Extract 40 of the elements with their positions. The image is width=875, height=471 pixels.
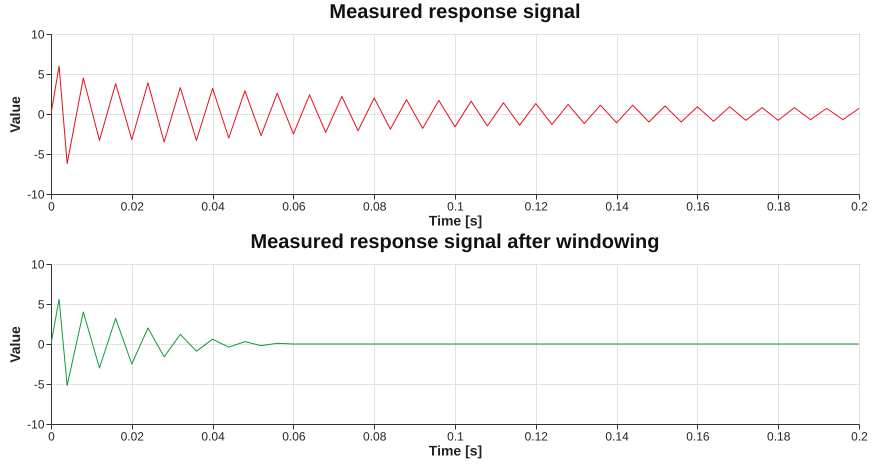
x-tick-label: 0.06 bbox=[282, 430, 306, 444]
x-tick-label: 0.16 bbox=[686, 430, 710, 444]
x-tick-label: 0.12 bbox=[524, 200, 548, 214]
x-axis-title: Time [s] bbox=[428, 442, 482, 458]
chart-title: Measured response signal bbox=[329, 1, 581, 23]
x-tick-label: 0.04 bbox=[201, 200, 226, 214]
x-tick-label: 0 bbox=[48, 430, 56, 444]
chart-title: Measured response signal after windowing bbox=[250, 231, 660, 253]
x-tick-label: 0.2 bbox=[851, 200, 868, 214]
x-tick-label: 0.16 bbox=[686, 200, 710, 214]
y-tick-label: -5 bbox=[34, 378, 45, 392]
x-tick-label: 0.02 bbox=[120, 200, 144, 214]
x-tick-label: 0.18 bbox=[767, 430, 791, 444]
x-tick-label: 0.08 bbox=[363, 430, 387, 444]
x-tick-label: 0.04 bbox=[201, 430, 226, 444]
x-tick-label: 0.14 bbox=[605, 430, 630, 444]
y-axis-title: Value bbox=[7, 96, 24, 133]
x-tick-label: 0.12 bbox=[524, 430, 548, 444]
x-axis-title: Time [s] bbox=[428, 212, 482, 228]
x-tick-label: 0.08 bbox=[363, 200, 387, 214]
y-tick-label: 5 bbox=[38, 298, 45, 312]
y-tick-label: -10 bbox=[27, 188, 45, 202]
y-tick-label: -10 bbox=[27, 418, 45, 432]
x-tick-label: 0.02 bbox=[120, 430, 144, 444]
y-tick-label: -5 bbox=[34, 148, 45, 162]
x-tick-label: 0.18 bbox=[767, 200, 791, 214]
x-tick-label: 0.14 bbox=[605, 200, 630, 214]
y-tick-label: 0 bbox=[38, 338, 45, 352]
y-tick-label: 5 bbox=[38, 68, 45, 82]
y-tick-label: 0 bbox=[38, 108, 45, 122]
x-tick-label: 0 bbox=[48, 200, 56, 214]
x-tick-label: 0.2 bbox=[851, 430, 868, 444]
y-tick-label: 10 bbox=[31, 258, 45, 272]
line-series bbox=[51, 66, 859, 164]
y-tick-label: 10 bbox=[31, 28, 45, 42]
x-tick-label: 0.1 bbox=[447, 430, 464, 444]
line-series bbox=[51, 298, 859, 386]
x-tick-label: 0.06 bbox=[282, 200, 306, 214]
y-axis-title: Value bbox=[7, 326, 24, 363]
x-tick-label: 0.1 bbox=[447, 200, 464, 214]
